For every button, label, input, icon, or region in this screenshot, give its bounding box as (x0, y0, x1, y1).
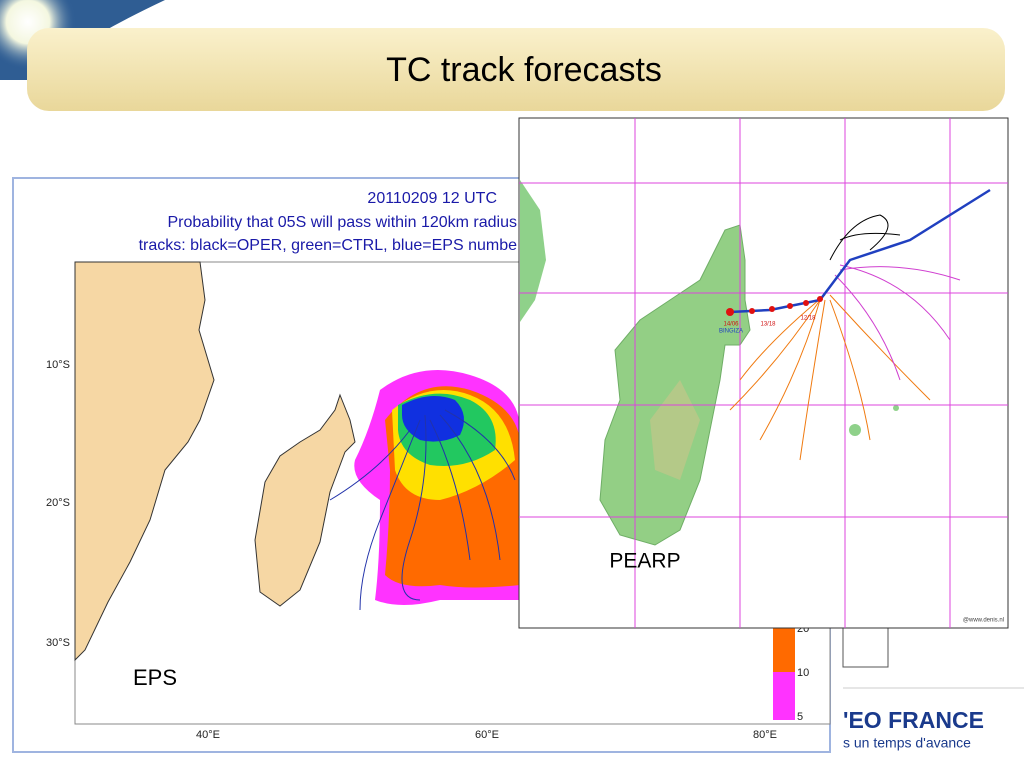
track-label: BINGIZA (719, 329, 743, 335)
island (849, 424, 861, 436)
africa (74, 261, 215, 662)
lat-label: 20°S (46, 497, 70, 509)
madagascar (254, 393, 356, 607)
orange-tracks (729, 294, 931, 461)
legend-label: 5 (797, 711, 803, 723)
pearp-panel: 14/06 BINGIZA 13/18 12/18 @www.denis.nl … (518, 117, 1009, 629)
track-label: 14/06 (723, 322, 739, 328)
lat-label: 30°S (46, 637, 70, 649)
pearp-caption: PEARP (609, 550, 680, 573)
eps-header: tracks: black=OPER, green=CTRL, blue=EPS… (139, 237, 518, 254)
tagline: s un temps d'avance (843, 735, 971, 751)
lon-label: 60°E (475, 729, 499, 741)
lon-label: 40°E (196, 729, 220, 741)
legend-swatch (773, 620, 795, 672)
track-label: 13/18 (760, 322, 776, 328)
legend-label: 10 (797, 667, 809, 679)
prob-90 (402, 396, 464, 442)
madagascar (599, 224, 751, 546)
lon-label: 80°E (753, 729, 777, 741)
eps-tracks (329, 409, 516, 611)
legend-box (842, 628, 889, 668)
island (893, 405, 899, 411)
eps-header: 20110209 12 UTC (367, 190, 497, 207)
main-track (729, 188, 991, 314)
africa (520, 180, 546, 322)
lat-label: 10°S (46, 359, 70, 371)
black-tracks (829, 214, 901, 261)
credit: @www.denis.nl (963, 618, 1004, 624)
eps-caption: EPS (133, 665, 177, 690)
track-label: 12/18 (800, 316, 816, 322)
pearp-grid (519, 118, 1008, 628)
cyclone-symbols (726, 296, 823, 316)
magenta-tracks (834, 264, 961, 381)
brand: 'EO FRANCE (843, 707, 984, 733)
eps-header: Probability that 05S will pass within 12… (168, 214, 518, 231)
legend-swatch (773, 672, 795, 720)
title-banner (27, 28, 1005, 111)
slide-title: TC track forecasts (386, 51, 662, 89)
pearp-frame (518, 117, 1009, 629)
